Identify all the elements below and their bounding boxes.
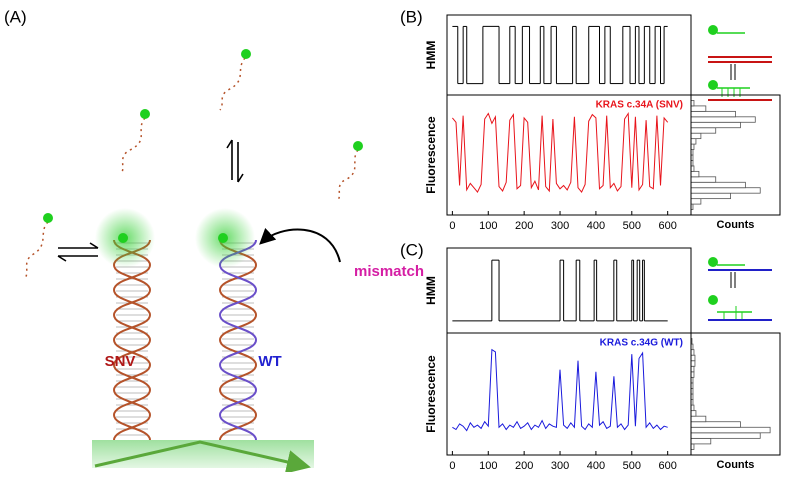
x-tick-label: 300 xyxy=(551,220,569,232)
x-tick-label: 500 xyxy=(623,460,641,472)
mismatch-arrow xyxy=(259,227,341,263)
hist-bar xyxy=(690,432,761,439)
x-tick-label: 0 xyxy=(449,460,455,472)
x-tick-label: 100 xyxy=(479,460,497,472)
x-tick-label: 200 xyxy=(515,220,533,232)
x-tick-label: 300 xyxy=(551,460,569,472)
y-axis-label: Fluorescence xyxy=(424,355,438,433)
hist-bar xyxy=(690,138,697,145)
plot-frame xyxy=(690,94,781,216)
plot-frame xyxy=(446,94,692,216)
hist-bar xyxy=(690,360,696,367)
x-tick-label: 100 xyxy=(479,220,497,232)
hist-bar xyxy=(690,421,741,428)
scheme-c xyxy=(708,257,772,321)
panel-label: (B) xyxy=(400,7,423,26)
hist-bar xyxy=(690,127,717,134)
dye xyxy=(218,233,228,243)
x-tick-label: 0 xyxy=(449,220,455,232)
hist-bar xyxy=(690,410,697,417)
x-tick-label: 400 xyxy=(587,460,605,472)
hist-bar xyxy=(690,110,736,118)
hist-bar xyxy=(690,415,707,423)
hist-bar xyxy=(690,198,702,205)
y-axis-label: HMM xyxy=(424,276,438,305)
dye xyxy=(353,141,363,151)
hist-bar xyxy=(690,121,741,129)
hist-bar xyxy=(690,187,761,194)
x-axis-label: Counts xyxy=(717,459,755,471)
panel-label: (C) xyxy=(400,240,424,259)
plot-frame xyxy=(446,332,692,456)
x-axis-label: Counts xyxy=(717,219,755,231)
helix-snv xyxy=(113,239,151,441)
plot-frame xyxy=(446,14,692,96)
panel-a: (A) mismatch SNV WT xyxy=(4,7,424,474)
hist-bar xyxy=(690,105,707,112)
x-tick-label: 400 xyxy=(587,220,605,232)
x-tick-label: 200 xyxy=(515,460,533,472)
hist-bar xyxy=(690,192,731,200)
dye xyxy=(118,233,128,243)
scheme-b xyxy=(708,25,772,97)
hist-bar xyxy=(690,116,756,123)
tir-beam xyxy=(94,440,311,474)
annotation: KRAS c.34G (WT) xyxy=(600,338,683,349)
hist-bar xyxy=(690,170,700,178)
trace xyxy=(452,111,669,194)
surface xyxy=(92,440,314,468)
wt-label: WT xyxy=(258,353,281,370)
x-tick-label: 500 xyxy=(623,220,641,232)
x-tick-label: 600 xyxy=(658,220,676,232)
hist-bar xyxy=(690,176,717,183)
plot-frame xyxy=(446,247,692,334)
dye xyxy=(43,213,53,223)
free-probes xyxy=(24,57,359,279)
equilibrium-arrows xyxy=(57,139,244,262)
trace xyxy=(452,348,668,432)
y-axis-label: Fluorescence xyxy=(424,116,438,194)
dye xyxy=(140,109,150,119)
helix-wt xyxy=(219,239,257,441)
plot-frame xyxy=(690,332,781,456)
hist-bar xyxy=(690,181,746,189)
panel-label: (A) xyxy=(4,7,27,26)
x-tick-label: 600 xyxy=(658,460,676,472)
dye xyxy=(241,49,251,59)
y-axis-label: HMM xyxy=(424,41,438,70)
mismatch-label: mismatch xyxy=(354,263,424,280)
hist-bar xyxy=(690,354,696,362)
annotation: KRAS c.34A (SNV) xyxy=(596,100,683,111)
hist-bar xyxy=(690,426,771,434)
hist-bar xyxy=(690,132,702,140)
hist-bar xyxy=(690,437,712,445)
snv-label: SNV xyxy=(105,353,136,370)
